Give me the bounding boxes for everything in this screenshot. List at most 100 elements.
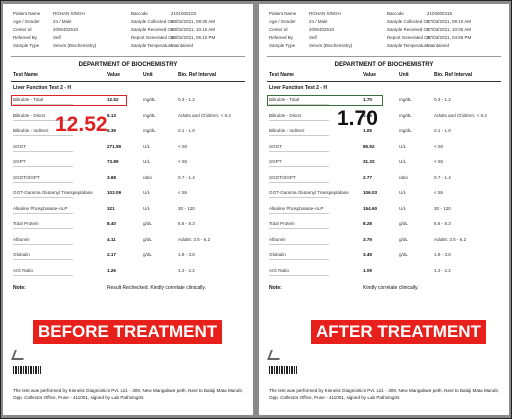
column-header: Bio. Ref Interval — [178, 72, 217, 78]
test-name: SGOT — [13, 143, 27, 149]
rule — [11, 81, 245, 82]
test-value: 3.79 — [363, 236, 372, 242]
test-value: 271.59 — [107, 143, 122, 149]
field-label: Barcode — [131, 11, 148, 16]
test-value: 0.65 — [363, 112, 372, 118]
test-value: 321 — [107, 205, 115, 211]
field-value: 2000402610 — [53, 27, 79, 32]
note-label: Note: — [13, 285, 26, 291]
ref-interval: < 50 — [434, 143, 444, 149]
field-value: 27/03/2021, 09:10 AM — [427, 19, 472, 24]
test-unit: U/L — [143, 190, 151, 195]
test-value: 103.09 — [107, 190, 122, 195]
ref-interval: < 50 — [178, 159, 188, 164]
test-value: 1.05 — [363, 128, 372, 133]
rule — [267, 81, 501, 82]
test-name: A/G Ratio — [269, 267, 289, 273]
note: Result Rechecked. Kindly correlate clini… — [107, 285, 206, 291]
test-name: GGT-Gamma Glutamyl Transpeptidase — [269, 190, 349, 195]
field-label: Sample Collected On — [387, 19, 430, 24]
field-value: 24 / Male — [309, 19, 328, 24]
test-unit: ratio — [399, 174, 408, 180]
method-line — [13, 243, 73, 245]
field-value: 27/03/2021, 04:55 PM — [427, 35, 472, 40]
field-value: ROHAN SINGH — [309, 11, 341, 16]
test-name: Bilirubin - Indirect — [13, 128, 49, 133]
field-label: Report Generated On — [387, 35, 431, 40]
callout-value: 1.70 — [337, 107, 378, 130]
test-unit: mg/dL — [143, 97, 156, 102]
column-header: Test Name — [13, 72, 38, 78]
column-header: Value — [363, 72, 377, 78]
method-line — [269, 135, 329, 136]
test-unit: g/dL — [399, 236, 408, 242]
test-name: Globulin — [269, 252, 286, 257]
test-unit: ratio — [143, 174, 152, 180]
test-unit: U/L — [399, 159, 407, 164]
ref-interval: 1.8 - 3.6 — [178, 252, 195, 257]
ref-interval: 1.8 - 3.6 — [434, 252, 451, 257]
highlight-box — [11, 95, 127, 106]
test-name: Alkaline Phosphatase-ALP — [269, 205, 324, 211]
method-line — [269, 197, 329, 198]
highlight-box — [267, 95, 383, 106]
test-name: SGOT — [269, 143, 283, 149]
method-line — [269, 181, 329, 183]
method-line — [269, 104, 329, 105]
test-name: Alkaline Phosphatase-ALP — [13, 205, 68, 211]
report-after: Patient Name ROHAN SINGH Barcode 2103000415… — [259, 4, 509, 415]
field-value: Self — [309, 35, 317, 40]
test-name: Albumin — [13, 236, 30, 242]
ref-interval: 0.7 - 1.4 — [178, 174, 195, 180]
test-value: 8.28 — [363, 221, 372, 226]
test-unit: mg/dL — [143, 128, 156, 133]
method-line — [13, 135, 73, 136]
ref-interval: 1.2 - 2.2 — [178, 267, 195, 273]
test-unit: mg/dL — [399, 128, 412, 133]
treatment-banner: AFTER TREATMENT — [311, 320, 486, 344]
test-unit: g/dL — [143, 221, 152, 226]
method-line — [13, 212, 73, 214]
method-line — [269, 274, 329, 276]
method-line — [13, 119, 73, 121]
test-value: 1.09 — [363, 267, 372, 273]
note-label: Note: — [269, 285, 282, 291]
field-value: 24 / Male — [53, 19, 72, 24]
field-label: Referred By — [13, 35, 38, 40]
test-unit: mg/dL — [399, 97, 412, 102]
test-unit: U/L — [399, 190, 407, 195]
field-label: Referred By — [269, 35, 294, 40]
test-value: 86.92 — [363, 143, 375, 149]
field-label: Sample Received On — [131, 27, 174, 32]
report-before: Patient Name ROHAN SINGH Barcode 2101000103… — [3, 4, 253, 415]
note: Kindly correlate clinically. — [363, 285, 419, 291]
ref-interval: < 55 — [434, 190, 444, 195]
field-value: Maintained — [171, 43, 194, 48]
method-line — [269, 259, 329, 260]
test-unit: mg/dL — [399, 112, 412, 118]
field-label: Age / Gender — [13, 19, 40, 24]
method-line — [13, 150, 73, 152]
ref-interval: 0.1 - 1.0 — [434, 128, 451, 133]
method-line — [269, 228, 329, 229]
test-unit: U/L — [143, 205, 151, 211]
ref-interval: 0.3 - 1.2 — [178, 97, 195, 102]
method-line — [13, 259, 73, 260]
field-label: Sample Temperature — [387, 43, 429, 48]
ref-interval: 6.6 - 8.3 — [178, 221, 195, 226]
ref-interval: 30 - 120 — [178, 205, 195, 211]
ref-interval: 0.3 - 1.2 — [434, 97, 451, 102]
department-title: DEPARTMENT OF BIOCHEMISTRY — [334, 62, 434, 68]
ref-interval: Adults and Children: < 0.2 — [434, 112, 487, 118]
method-line — [269, 166, 329, 167]
test-unit: U/L — [143, 143, 151, 149]
test-name: GGT-Gamma Glutamyl Transpeptidase — [13, 190, 93, 195]
column-header: Unit — [143, 72, 153, 78]
rule — [11, 56, 245, 57]
test-unit: g/dL — [399, 221, 408, 226]
barcode — [13, 366, 41, 374]
rule — [267, 56, 501, 57]
field-label: Center Id — [269, 27, 288, 32]
field-value: Serum (Biochemistry) — [53, 43, 97, 48]
test-value: 6.13 — [107, 112, 116, 118]
